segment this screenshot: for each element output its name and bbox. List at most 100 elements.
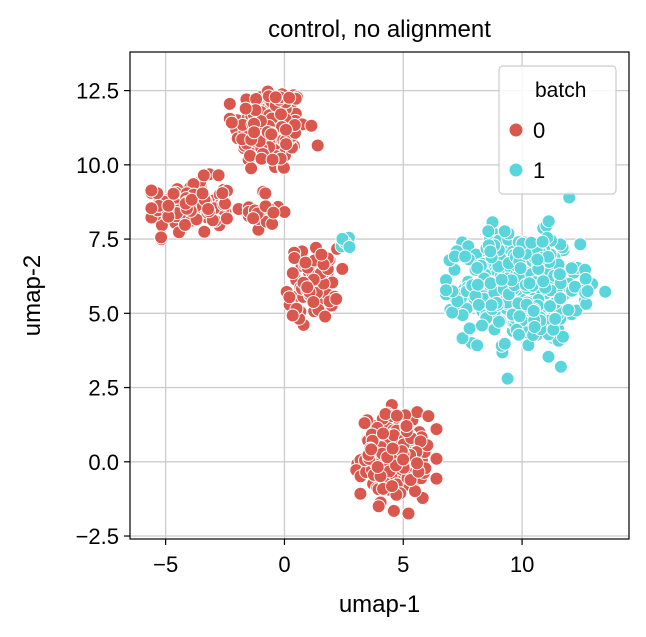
point-batch-0 [154, 230, 169, 245]
legend: batch 0 1 [498, 65, 617, 195]
point-batch-0 [421, 409, 436, 424]
point-batch-0 [224, 115, 239, 130]
point-batch-0 [386, 503, 401, 518]
point-batch-1 [455, 331, 470, 346]
point-batch-0 [429, 471, 444, 486]
point-batch-0 [201, 202, 216, 216]
point-batch-0 [300, 280, 315, 295]
point-batch-0 [310, 138, 325, 153]
point-batch-1 [543, 299, 557, 314]
point-batch-0 [144, 201, 159, 216]
point-batch-0 [184, 192, 199, 207]
point-batch-0 [376, 426, 390, 441]
plot-frame [129, 51, 630, 540]
point-batch-1 [445, 305, 460, 320]
point-batch-0 [161, 198, 176, 213]
y-tick-label: 0.0 [88, 450, 119, 475]
point-batch-0 [429, 422, 444, 437]
point-batch-1 [497, 224, 512, 239]
point-batch-1 [564, 261, 579, 276]
legend-title: batch [535, 79, 586, 102]
chart-title: control, no alignment [268, 16, 491, 43]
point-batch-1 [527, 320, 542, 334]
x-tick-label: 0 [278, 552, 290, 577]
y-tick-label: 10.0 [76, 153, 119, 178]
legend-marker-batch-1 [508, 162, 524, 178]
point-batch-1 [573, 237, 588, 252]
point-batch-0 [385, 479, 399, 494]
point-batch-0 [318, 309, 333, 324]
point-batch-1 [561, 302, 576, 317]
point-batch-0 [238, 101, 253, 116]
point-batch-1 [470, 260, 485, 275]
point-batch-0 [211, 168, 226, 183]
point-batch-0 [389, 408, 404, 423]
point-batch-0 [282, 290, 297, 305]
point-batch-0 [385, 441, 400, 456]
point-batch-0 [401, 506, 416, 521]
point-batch-1 [598, 284, 613, 299]
point-batch-0 [357, 416, 372, 431]
point-batch-1 [567, 279, 582, 294]
point-batch-0 [285, 308, 300, 323]
series-batch-1 [334, 190, 613, 386]
y-tick-label: 7.5 [88, 227, 119, 252]
point-batch-0 [178, 217, 192, 232]
point-batch-0 [378, 407, 393, 421]
legend-box [498, 65, 617, 195]
point-batch-1 [500, 371, 515, 386]
point-batch-1 [548, 311, 563, 326]
x-tick-label: 10 [510, 552, 534, 577]
point-batch-0 [222, 96, 237, 111]
x-tick-label: −5 [153, 552, 178, 577]
point-batch-0 [246, 211, 261, 226]
point-batch-1 [483, 244, 498, 259]
point-batch-1 [470, 277, 485, 292]
series-batch-0 [144, 84, 444, 521]
point-batch-1 [475, 318, 489, 333]
point-batch-0 [370, 460, 385, 474]
point-batch-0 [244, 161, 259, 176]
point-batch-1 [553, 291, 568, 306]
point-batch-1 [552, 267, 567, 282]
legend-label-batch-0: 0 [533, 118, 545, 143]
point-batch-1 [494, 272, 509, 287]
point-batch-0 [274, 107, 288, 122]
axis-ticks: −5 0 5 10 −2.5 0.0 2.5 5.0 7.5 10.0 12.5 [76, 79, 535, 577]
point-batch-0 [364, 442, 379, 457]
point-batch-0 [268, 90, 283, 105]
point-batch-1 [541, 214, 556, 229]
y-tick-label: −2.5 [76, 524, 119, 549]
point-batch-0 [247, 125, 262, 140]
point-batch-1 [578, 271, 593, 286]
point-batch-0 [285, 266, 300, 281]
point-batch-1 [458, 249, 473, 264]
point-batch-0 [298, 255, 313, 270]
point-batch-0 [371, 499, 386, 514]
legend-marker-batch-0 [508, 122, 524, 138]
y-axis-label: umap-2 [19, 255, 46, 336]
point-batch-0 [329, 292, 344, 306]
y-tick-label: 5.0 [88, 301, 119, 326]
point-batch-1 [513, 261, 528, 276]
y-tick-label: 2.5 [88, 376, 119, 401]
point-batch-1 [342, 240, 357, 254]
point-batch-0 [243, 148, 257, 163]
x-axis-label: umap-1 [339, 591, 420, 618]
point-batch-1 [497, 336, 512, 351]
data-points [144, 84, 613, 521]
point-batch-1 [511, 245, 526, 260]
point-batch-0 [396, 452, 411, 467]
point-batch-1 [484, 298, 499, 313]
point-batch-1 [462, 321, 477, 336]
point-batch-1 [536, 274, 551, 289]
legend-label-batch-1: 1 [533, 158, 545, 183]
point-batch-1 [522, 276, 537, 291]
point-batch-0 [399, 419, 414, 433]
point-batch-0 [304, 118, 319, 133]
point-batch-0 [353, 486, 368, 501]
point-batch-0 [335, 261, 350, 276]
point-batch-0 [264, 127, 279, 142]
point-batch-0 [429, 451, 444, 466]
